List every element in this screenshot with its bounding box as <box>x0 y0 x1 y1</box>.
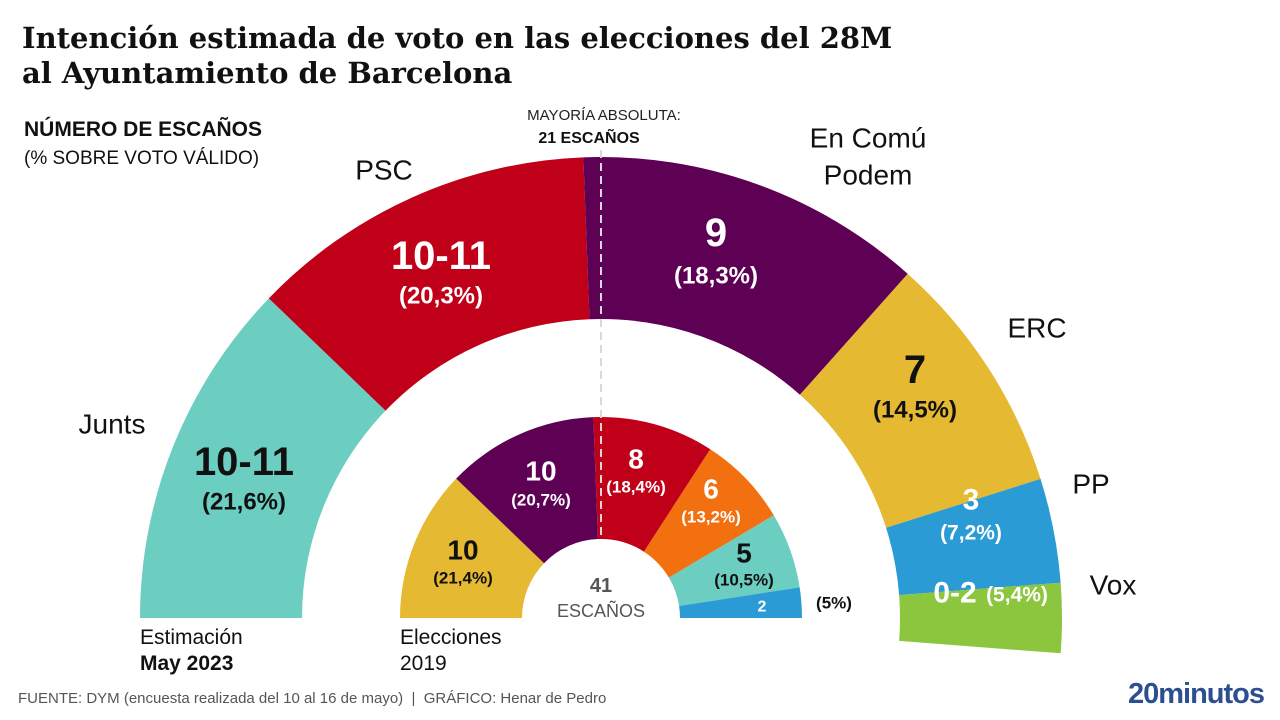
outer-seats-label: 9 <box>705 211 727 255</box>
inner-pct-label: (13,2%) <box>681 508 741 527</box>
outer-pct-label: (21,6%) <box>202 489 286 516</box>
outer-segment-vox <box>899 582 1062 654</box>
outer-pct-label: (14,5%) <box>873 397 957 424</box>
inner-pct-label: (5%) <box>816 594 852 613</box>
outer-seats-label: 10-11 <box>391 234 491 278</box>
subtitle-sub: (% SOBRE VOTO VÁLIDO) <box>24 148 259 169</box>
outer-segment-pp <box>886 478 1061 596</box>
inner-seats-label: 6 <box>703 474 719 505</box>
outer-pct-label: (7,2%) <box>940 522 1002 545</box>
outer-seats-label: 3 <box>963 484 980 517</box>
party-name-comu-line-2: Podem <box>824 160 913 191</box>
outer-segment-junts <box>140 298 386 618</box>
inner-ring-label-1: Elecciones <box>400 626 502 649</box>
outer-segment-psc <box>268 157 590 411</box>
inner-pct-label: (18,4%) <box>606 478 666 497</box>
outer-pct-label: (18,3%) <box>674 263 758 290</box>
footer-source: FUENTE: DYM (encuesta realizada del 10 a… <box>18 690 606 707</box>
inner-segment-4 <box>668 515 800 606</box>
outer-seats-label: 7 <box>904 348 926 392</box>
inner-seats-label: 5 <box>736 538 752 569</box>
chart-title-line-1: Intención estimada de voto en las elecci… <box>22 21 892 55</box>
inner-seats-label: 10 <box>525 456 556 487</box>
majority-value: 21 ESCAÑOS <box>538 127 640 147</box>
party-name-psc: PSC <box>355 155 413 186</box>
inner-seats-label: 10 <box>447 535 478 566</box>
inner-pct-label: (10,5%) <box>714 571 774 590</box>
inner-segment-3 <box>643 449 774 578</box>
subtitle-main: NÚMERO DE ESCAÑOS <box>24 117 262 141</box>
party-name-vox: Vox <box>1090 570 1137 601</box>
logo-20minutos: 20minutos <box>1128 678 1264 710</box>
inner-segment-1 <box>456 417 598 564</box>
party-name-pp: PP <box>1072 469 1109 500</box>
outer-seats-label: 10-11 <box>194 440 294 484</box>
outer-segment-erc <box>799 273 1041 528</box>
inner-ring-2019 <box>400 417 802 618</box>
party-name-junts: Junts <box>79 409 146 440</box>
outer-segment-en-comú-podem <box>583 157 908 395</box>
inner-seats-label: 8 <box>628 444 644 475</box>
outer-seats-label: 0-2 <box>933 577 976 610</box>
inner-pct-label: (20,7%) <box>511 491 571 510</box>
inner-segment-5 <box>679 587 802 618</box>
segment-labels: 10-11 (21,6%) 10-11 (20,3%) 9 (18,3%) 7 (14,5%)… <box>79 123 1137 616</box>
inner-segment-0 <box>400 478 545 618</box>
outer-ring-label-1: Estimación <box>140 626 243 649</box>
inner-seats-label: 2 <box>758 599 767 616</box>
party-name-comu-line-1: En Comú <box>810 123 927 154</box>
center-count: 41 <box>590 575 612 597</box>
outer-ring-2023 <box>140 157 1062 654</box>
outer-pct-label: (20,3%) <box>399 283 483 310</box>
center-unit: ESCAÑOS <box>557 600 645 621</box>
chart-title-line-2: al Ayuntamiento de Barcelona <box>22 56 512 90</box>
inner-segment-2 <box>593 417 711 552</box>
inner-ring-label-2: 2019 <box>400 652 447 675</box>
inner-pct-label: (21,4%) <box>433 569 493 588</box>
party-name-erc: ERC <box>1007 313 1066 344</box>
outer-ring-label-2: May 2023 <box>140 652 233 675</box>
outer-pct-label: (5,4%) <box>986 584 1048 607</box>
majority-label: MAYORÍA ABSOLUTA: <box>527 107 681 124</box>
